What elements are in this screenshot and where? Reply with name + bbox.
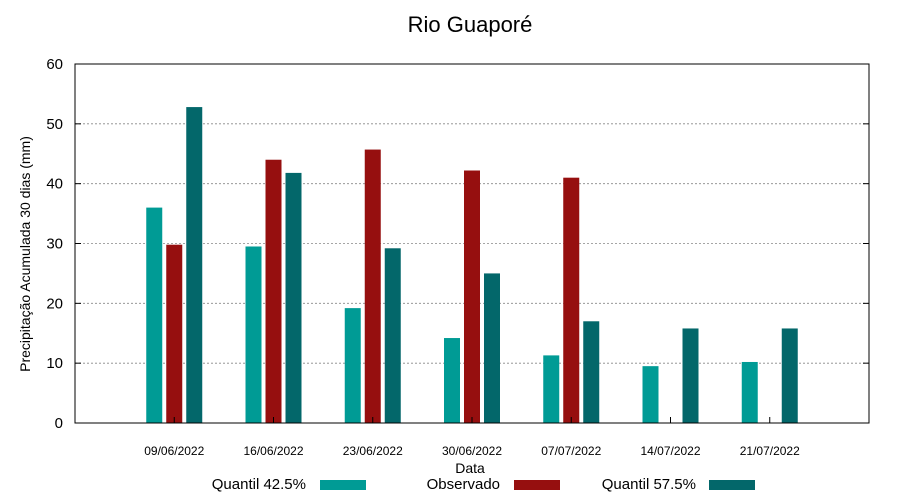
bar (186, 107, 203, 423)
bar (464, 170, 480, 423)
bar (166, 244, 183, 423)
x-tick-label: 09/06/2022 (144, 444, 204, 458)
bar (444, 338, 460, 423)
bar (344, 308, 361, 423)
bar (583, 321, 600, 423)
chart-title: Rio Guaporé (408, 12, 533, 37)
legend-label: Observado (427, 476, 500, 493)
y-tick-label: 20 (46, 295, 63, 312)
x-tick-label: 30/06/2022 (442, 444, 502, 458)
y-tick-label: 60 (46, 56, 63, 73)
x-axis-ticks: 09/06/2022 16/06/2022 23/06/2022 30/06/2022… (144, 417, 800, 458)
bars (146, 107, 798, 424)
bar (484, 273, 500, 423)
bar (642, 366, 659, 423)
bar (543, 355, 560, 423)
bar (741, 361, 758, 423)
x-axis-label: Data (455, 460, 485, 476)
y-tick-label: 50 (46, 116, 63, 133)
bar (364, 149, 381, 424)
bar (265, 159, 282, 423)
legend: Quantil 42.5% Observado Quantil 57.5% (212, 476, 755, 493)
x-tick-label: 07/07/2022 (541, 444, 601, 458)
legend-label: Quantil 42.5% (212, 476, 306, 493)
y-tick-label: 10 (46, 355, 63, 372)
bar (563, 177, 580, 423)
legend-swatch (320, 480, 366, 490)
bar (146, 207, 163, 423)
x-tick-label: 23/06/2022 (343, 444, 403, 458)
bar (682, 328, 699, 423)
x-tick-label: 21/07/2022 (740, 444, 800, 458)
x-tick-label: 16/06/2022 (243, 444, 303, 458)
bar (245, 246, 262, 423)
y-tick-label: 40 (46, 176, 63, 193)
x-tick-label: 14/07/2022 (640, 444, 700, 458)
bar (781, 328, 798, 423)
y-tick-label: 0 (55, 415, 63, 432)
bar (384, 248, 401, 423)
bar (285, 172, 302, 423)
y-axis-label: Precipitação Acumulada 30 dias (mm) (17, 136, 33, 372)
y-axis-ticks: 0 10 20 30 40 50 60 (46, 56, 869, 432)
legend-label: Quantil 57.5% (602, 476, 696, 493)
legend-swatch (514, 480, 560, 490)
legend-swatch (709, 480, 755, 490)
y-tick-label: 30 (46, 236, 63, 253)
